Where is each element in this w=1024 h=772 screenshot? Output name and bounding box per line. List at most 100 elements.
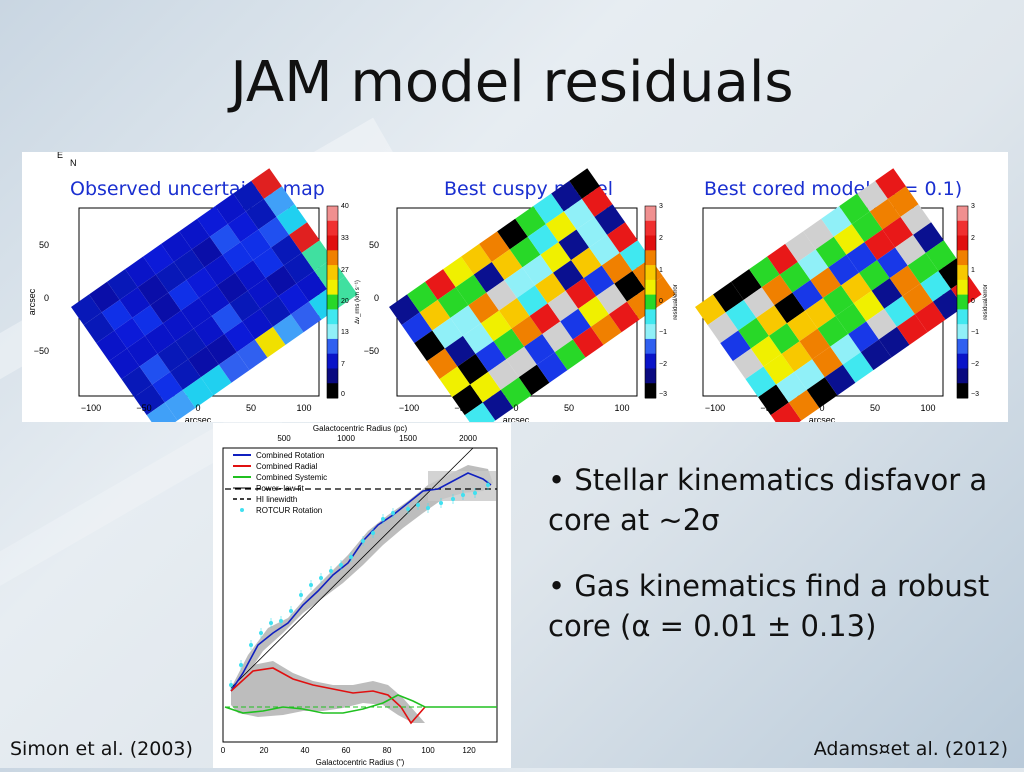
map-pixel <box>497 218 528 250</box>
map-pixel <box>812 346 843 378</box>
map-pixel <box>455 274 487 306</box>
colorbar-tick: 20 <box>341 298 349 305</box>
map-pixel <box>175 328 207 360</box>
map-pixel <box>186 267 218 298</box>
top-tick: 500 <box>277 434 291 443</box>
top-tick: 1000 <box>337 434 355 443</box>
top-axis-label: Galactocentric Radius (pc) <box>313 424 408 433</box>
map-pixel <box>464 402 496 422</box>
colorbar-segment <box>957 220 968 237</box>
legend-label: Power−law fit <box>256 484 305 493</box>
compass-label: E <box>57 152 63 160</box>
map-pixel <box>475 341 507 372</box>
bottom-axis-label: Galactocentric Radius (") <box>316 758 405 767</box>
map-pixel <box>215 193 246 225</box>
map-pixel <box>569 168 600 199</box>
colorbar-label: Δv_rms (km s⁻¹) <box>355 280 361 324</box>
map-pixel <box>738 317 769 349</box>
map-pixel <box>725 299 757 331</box>
map-pixel <box>889 265 921 297</box>
map-pixel <box>173 249 205 280</box>
map-pixel <box>767 243 798 275</box>
map-pixel <box>839 193 870 225</box>
map-pixel <box>547 290 579 322</box>
map-pixel <box>425 269 456 300</box>
map-pixel <box>242 308 273 340</box>
y-tick: 50 <box>369 240 379 250</box>
map-pixel <box>779 261 811 293</box>
colorbar-segment <box>957 235 968 251</box>
map-pixel <box>749 256 780 288</box>
rotation-curve-panel: Galactocentric Radius (pc) 500 1000 1500… <box>213 423 511 768</box>
y-tick: −50 <box>364 346 379 356</box>
map-pixel <box>407 281 438 313</box>
map-pixel <box>774 292 805 324</box>
map-pixel <box>857 180 888 212</box>
legend-label: ROTCUR Rotation <box>256 506 322 515</box>
map-pixel <box>108 348 140 380</box>
map-pixel <box>551 180 582 212</box>
map-pixel <box>253 247 284 279</box>
colorbar-segment <box>327 294 338 310</box>
colorbar-tick: 27 <box>341 267 349 274</box>
bottom-tick: 0 <box>221 746 226 755</box>
map-pixel <box>859 260 890 291</box>
map-pixel <box>493 328 525 360</box>
map-pixel <box>761 274 793 306</box>
bottom-tick: 20 <box>260 746 269 755</box>
colorbar-tick: 3 <box>659 203 663 210</box>
compass-label: N <box>70 158 77 168</box>
colorbar-tick: 40 <box>341 203 349 210</box>
map-pixel <box>799 328 831 360</box>
map-pixel <box>565 278 597 309</box>
map-pixel <box>245 198 277 230</box>
map-pixel <box>83 312 115 344</box>
map-pixel <box>871 278 903 309</box>
map-pixel <box>518 364 550 396</box>
map-pixel <box>437 287 469 318</box>
map-pixel <box>869 198 901 230</box>
map-pixel <box>522 254 554 286</box>
map-pixel <box>785 231 816 262</box>
map-pixel <box>511 316 543 347</box>
map-pixel <box>542 321 573 353</box>
map-pixel <box>731 269 762 300</box>
x-tick: 0 <box>513 403 518 413</box>
map-pixel <box>296 270 327 302</box>
map-pixel <box>589 234 620 266</box>
map-pixel <box>841 272 872 304</box>
bottom-tick: 80 <box>383 746 392 755</box>
y-tick: 0 <box>44 293 49 303</box>
map-pixel <box>823 285 854 317</box>
map-pixel <box>797 249 829 280</box>
map-pixel <box>920 270 951 302</box>
map-pixel <box>132 305 163 336</box>
map-pixel <box>197 206 228 237</box>
legend: Combined Rotation Combined Radial Combin… <box>233 451 327 515</box>
colorbar-segment <box>957 265 968 281</box>
colorbar-segment <box>645 279 656 296</box>
colorbar-label: residual/error <box>673 284 679 319</box>
map-pixel <box>788 389 820 421</box>
bullet-list: • Stellar kinematics disfavor a core at … <box>548 460 998 672</box>
map-pixel <box>750 335 782 367</box>
power-law-fit-line <box>230 447 474 689</box>
colorbar-segment <box>645 383 656 399</box>
map-pixel <box>758 384 789 416</box>
map-pixel <box>217 272 248 304</box>
colorbar-residual <box>644 205 657 399</box>
map-pixel <box>278 283 309 315</box>
map-pixel <box>155 261 187 293</box>
map-pixel <box>272 314 304 345</box>
map-pixel <box>452 384 483 416</box>
combined-systemic-line <box>224 694 497 714</box>
map-pixel <box>804 298 836 329</box>
map-pixel <box>527 224 559 255</box>
map-pixel <box>877 247 908 279</box>
map-pixel <box>864 229 896 261</box>
map-pixel <box>450 305 481 336</box>
map-pixel <box>763 353 795 385</box>
map-pixel <box>846 242 878 273</box>
map-pixel <box>851 211 883 243</box>
map-pixel <box>240 229 272 261</box>
